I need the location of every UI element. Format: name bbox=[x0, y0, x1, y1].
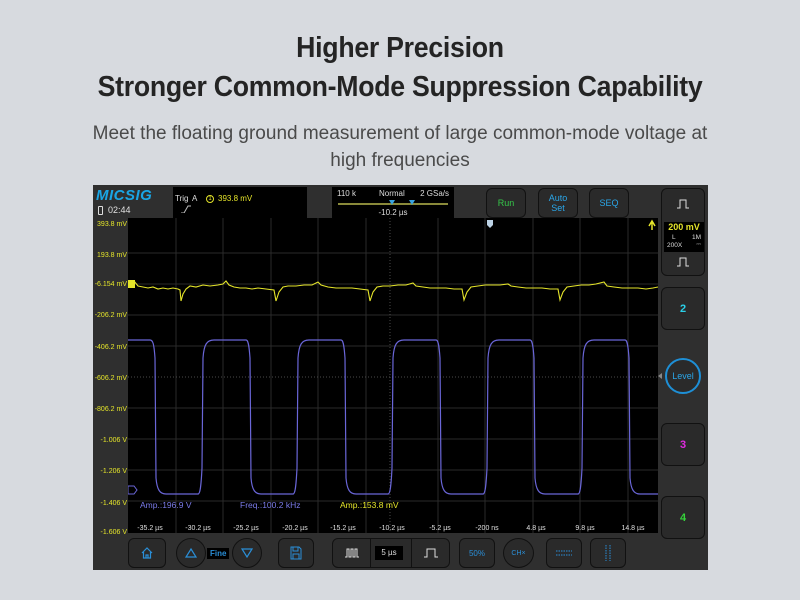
seq-button[interactable]: SEQ bbox=[589, 188, 629, 218]
y-label: 393.8 mV bbox=[97, 221, 127, 228]
wide-pulse-icon bbox=[423, 548, 438, 558]
triangle-up-icon bbox=[185, 547, 197, 558]
trigger-label: Trig bbox=[175, 194, 189, 203]
ch1-probe-ratio: 200X bbox=[667, 242, 683, 249]
math-channel-marker-icon[interactable] bbox=[128, 485, 138, 495]
fine-up-button[interactable] bbox=[176, 538, 206, 568]
fine-adjust-label[interactable]: Fine bbox=[207, 548, 230, 559]
graticule bbox=[128, 218, 658, 533]
ch1-control[interactable]: 200 mV L 1M 200X ⎓ bbox=[661, 188, 705, 276]
ch1-coupling-icon: ⎓ bbox=[696, 242, 701, 248]
run-button[interactable]: Run bbox=[486, 188, 526, 218]
fine-down-button[interactable] bbox=[232, 538, 262, 568]
x-label: 9.8 µs bbox=[575, 525, 595, 532]
home-icon bbox=[141, 547, 153, 559]
level-pointer-icon bbox=[658, 373, 662, 379]
x-label: -30.2 µs bbox=[185, 525, 211, 532]
sample-rate: 2 GSa/s bbox=[420, 189, 449, 198]
memory-depth: 110 k bbox=[337, 189, 356, 198]
channel-x-button[interactable]: CH× bbox=[503, 538, 534, 568]
timebase-value: 5 µs bbox=[375, 546, 403, 560]
headline-2: Stronger Common-Mode Suppression Capabil… bbox=[97, 71, 703, 103]
save-icon bbox=[290, 546, 302, 560]
timebase-decrease-button[interactable] bbox=[333, 539, 371, 567]
ch2-button[interactable]: 2 bbox=[661, 287, 705, 330]
x-label: -35.2 µs bbox=[137, 525, 163, 532]
x-label: -15.2 µs bbox=[330, 525, 356, 532]
pulse-icon bbox=[677, 257, 689, 270]
vertical-cursor-button[interactable] bbox=[590, 538, 626, 568]
measurement-amplitude-math: Amp.:196.9 V bbox=[140, 500, 192, 510]
auto-set-button[interactable]: Auto Set bbox=[538, 188, 578, 218]
clock: 02:44 bbox=[108, 205, 131, 215]
horizontal-offset: -10.2 µs bbox=[378, 208, 408, 217]
top-bar: MICSIG 02:44 Trig A 1 393.8 mV 110 k Nor… bbox=[93, 185, 708, 218]
level-button[interactable]: Level bbox=[665, 358, 701, 394]
acquisition-panel[interactable]: 110 k Normal 2 GSa/s -10.2 µs bbox=[332, 187, 454, 218]
subtitle-1: Meet the floating ground measurement of … bbox=[92, 123, 708, 144]
ch1-volts-per-div: 200 mV bbox=[668, 222, 700, 232]
timebase-control: 5 µs bbox=[332, 538, 450, 568]
y-label: -406.2 mV bbox=[94, 344, 127, 351]
x-label: -20.2 µs bbox=[282, 525, 308, 532]
vertical-cursor-icon bbox=[605, 545, 611, 561]
waveform-display[interactable]: Amp.:196.9 V Freq.:100.2 kHz Amp.:153.8 … bbox=[128, 218, 658, 533]
save-button[interactable] bbox=[278, 538, 314, 568]
y-label: -1.006 V bbox=[100, 437, 127, 444]
ch1-impedance: 1M bbox=[691, 234, 701, 241]
trigger-level: 393.8 mV bbox=[218, 194, 253, 203]
y-label: -806.2 mV bbox=[94, 406, 127, 413]
rising-edge-icon bbox=[181, 205, 191, 213]
trigger-point-marker-icon[interactable] bbox=[487, 220, 493, 228]
trigger-channel-badge: 1 bbox=[206, 195, 214, 203]
ch1-info-panel: 200 mV L 1M 200X ⎓ bbox=[664, 222, 704, 252]
ch3-button[interactable]: 3 bbox=[661, 423, 705, 466]
x-axis-labels: -35.2 µs -30.2 µs -25.2 µs -20.2 µs -15.… bbox=[128, 525, 658, 535]
headline-1: Higher Precision bbox=[296, 32, 504, 64]
bottom-toolbar: Fine 5 µs 50% CH× bbox=[128, 536, 658, 570]
oscilloscope-screen: MICSIG 02:44 Trig A 1 393.8 mV 110 k Nor… bbox=[93, 185, 708, 570]
right-sidebar: 200 mV L 1M 200X ⎓ 2 Level 3 4 bbox=[658, 185, 708, 570]
y-label: -1.606 V bbox=[100, 529, 127, 536]
x-label: 4.8 µs bbox=[526, 525, 546, 532]
brand-logo: MICSIG bbox=[96, 187, 153, 204]
fifty-percent-button[interactable]: 50% bbox=[459, 538, 495, 568]
y-axis-labels: 393.8 mV 193.8 mV -6.154 mV -206.2 mV -4… bbox=[93, 218, 128, 570]
compressed-pulse-icon bbox=[344, 548, 359, 558]
horizontal-cursor-button[interactable] bbox=[546, 538, 582, 568]
horizontal-cursor-icon bbox=[556, 550, 572, 556]
trigger-mode: Normal bbox=[379, 189, 405, 198]
home-button[interactable] bbox=[128, 538, 166, 568]
x-label: -5.2 µs bbox=[429, 525, 451, 532]
ch4-button[interactable]: 4 bbox=[661, 496, 705, 539]
ch1-waveform bbox=[128, 280, 658, 303]
triangle-down-icon bbox=[241, 548, 253, 559]
x-label: 14.8 µs bbox=[621, 525, 645, 532]
x-label: -200 ns bbox=[475, 525, 499, 532]
math-waveform bbox=[128, 339, 658, 495]
ch1-bandwidth: L bbox=[672, 234, 676, 241]
trigger-panel[interactable]: Trig A 1 393.8 mV bbox=[173, 187, 307, 218]
subtitle-2: high frequencies bbox=[330, 150, 470, 171]
view-position-marker-icon bbox=[409, 200, 415, 205]
timebase-increase-button[interactable] bbox=[411, 539, 449, 567]
y-label: -206.2 mV bbox=[94, 312, 127, 319]
measurement-amplitude-ch1: Amp.:153.8 mV bbox=[340, 500, 399, 510]
y-label: -6.154 mV bbox=[94, 281, 127, 288]
trigger-level-arrow-icon[interactable] bbox=[648, 219, 656, 230]
y-label: 193.8 mV bbox=[97, 252, 127, 259]
pulse-icon bbox=[677, 199, 689, 212]
trigger-position-marker-icon bbox=[389, 200, 395, 205]
ch1-marker-icon[interactable] bbox=[128, 280, 135, 288]
y-label: -606.2 mV bbox=[94, 375, 127, 382]
x-label: -10.2 µs bbox=[379, 525, 405, 532]
x-label: -25.2 µs bbox=[233, 525, 259, 532]
y-label: -1.406 V bbox=[100, 500, 127, 507]
battery-icon bbox=[98, 206, 103, 215]
trigger-source: A bbox=[192, 194, 198, 203]
y-label: -1.206 V bbox=[100, 468, 127, 475]
measurement-frequency: Freq.:100.2 kHz bbox=[240, 500, 301, 510]
